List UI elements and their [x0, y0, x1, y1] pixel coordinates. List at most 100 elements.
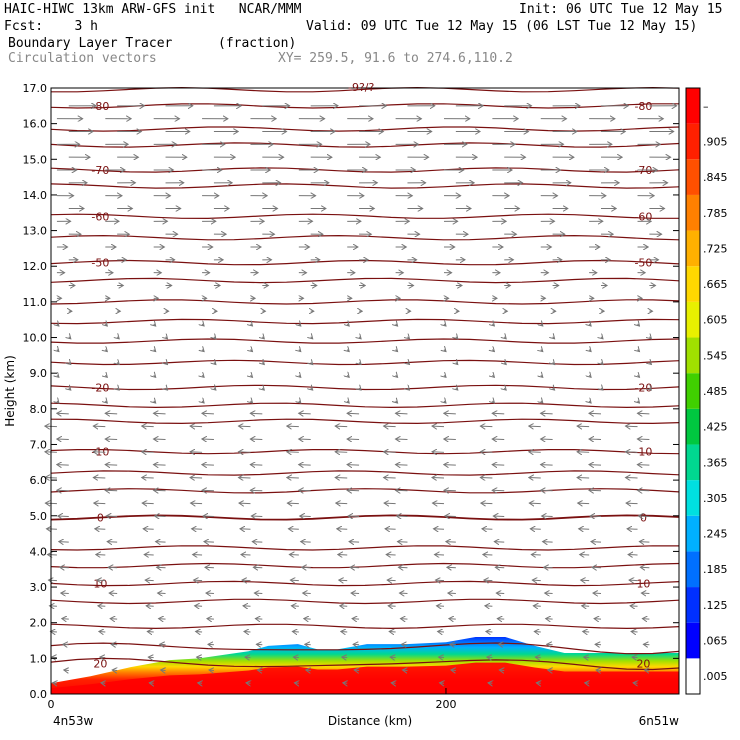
colorbar-swatch	[686, 123, 700, 160]
colorbar: .005 .065 .125 .185 .245 .305 .365 .425 .485 .545…	[685, 87, 728, 695]
colorbar-label: .305	[703, 492, 728, 505]
vector-arrow	[353, 644, 360, 645]
vector-arrow	[192, 529, 203, 530]
y-tick-label: 16.0	[23, 118, 48, 131]
contour-label: -10	[634, 446, 652, 459]
contour-line	[50, 142, 680, 148]
y-axis: 0.0 1.0 2.0 3.0 4.0 5.0 6.0 7.0 8.0 9.0 10.0 11.0 12…	[3, 82, 679, 701]
vector-arrow	[190, 452, 203, 453]
vector-arrow	[627, 529, 638, 530]
vector-arrow	[432, 452, 445, 453]
vector-arrow	[484, 580, 493, 581]
vector-arrow	[194, 580, 203, 581]
colorbar-swatch	[686, 480, 700, 516]
vector-arrow	[396, 324, 398, 326]
colorbar-swatch	[686, 587, 700, 623]
vector-arrow	[305, 644, 311, 645]
vector-arrow	[649, 337, 651, 339]
vector-arrow	[578, 503, 590, 504]
vector-arrow	[492, 324, 494, 326]
vector-arrow	[311, 362, 313, 364]
x-endpoint-left: 4n53w	[53, 714, 94, 728]
vector-arrow	[143, 529, 154, 530]
vector-arrow	[456, 362, 458, 364]
vector-arrow	[642, 619, 650, 620]
vector-arrow	[299, 490, 311, 491]
vector-arrow	[198, 683, 202, 684]
contour-line-labeled	[50, 449, 680, 455]
vector-arrow	[262, 388, 264, 390]
contour-label: -20	[91, 381, 109, 394]
vector-arrow	[494, 542, 505, 543]
vector-arrow	[541, 324, 543, 326]
vector-arrow	[449, 619, 456, 620]
vector-arrow	[529, 426, 541, 427]
vector-arrow	[447, 567, 456, 568]
vector-arrow	[299, 324, 301, 326]
vector-arrow	[492, 490, 505, 491]
contour-line	[50, 318, 680, 325]
vector-arrow	[240, 529, 251, 530]
x-axis: 0 200 Distance (km) 4n53w 6n51w	[48, 688, 679, 728]
vector-arrow	[117, 388, 119, 390]
vector-arrow	[191, 503, 203, 504]
vector-arrow	[388, 606, 396, 607]
header-title: HAIC-HIWC 13km ARW-GFS init NCAR/MMM	[4, 2, 302, 17]
vector-arrow	[108, 567, 118, 568]
vector-arrow	[601, 362, 603, 364]
vector-arrow	[584, 657, 590, 658]
vector-arrow	[359, 388, 361, 390]
vector-arrow	[637, 490, 650, 491]
vector-arrow	[391, 683, 395, 684]
vector-arrow	[253, 567, 263, 568]
vector-arrow	[287, 452, 299, 453]
colorbar-swatch	[686, 515, 700, 552]
vector-arrow	[589, 413, 602, 414]
temperature-contours: -80 -80-70 -70-60 -60-50 -50-20 -20-10 -100 010…	[50, 86, 680, 671]
vector-arrow	[492, 465, 505, 466]
vector-arrow	[444, 324, 446, 326]
colorbar-swatch	[686, 408, 700, 445]
vector-arrow	[577, 426, 590, 427]
vector-arrow	[541, 350, 543, 352]
vector-arrow	[339, 580, 348, 581]
vector-arrow	[57, 375, 59, 377]
vector-arrow	[638, 375, 640, 377]
vector-arrow	[436, 580, 445, 581]
vector-arrow	[589, 401, 591, 403]
vector-arrow	[485, 606, 493, 607]
y-axis-label: Height (km)	[3, 355, 17, 426]
colorbar-swatch	[686, 373, 700, 409]
y-tick-label: 12.0	[23, 260, 48, 273]
y-tick-label: 7.0	[30, 438, 48, 451]
colorbar-label: .665	[703, 278, 728, 291]
y-tick-label: 1.0	[30, 652, 48, 665]
vector-arrow	[57, 324, 59, 326]
contour-line-labeled	[50, 213, 679, 220]
vector-arrow	[546, 619, 553, 620]
vector-arrow	[589, 324, 591, 326]
contour-line	[50, 359, 680, 366]
vector-arrow	[638, 401, 640, 403]
vector-arrow	[444, 490, 456, 491]
colorbar-label: .125	[703, 599, 728, 612]
y-tick-label: 10.0	[23, 332, 48, 345]
vector-arrow	[385, 529, 396, 530]
vector-arrow	[497, 619, 505, 620]
colorbar-label: .725	[703, 242, 728, 255]
vector-arrow	[293, 657, 299, 658]
vector-arrow	[407, 388, 409, 390]
vector-arrow	[154, 350, 156, 352]
vector-arrow	[492, 413, 505, 414]
vector-arrow	[287, 503, 299, 504]
vector-arrow	[582, 606, 590, 607]
colorbar-label: .005	[703, 670, 728, 683]
contour-line	[50, 623, 680, 630]
vector-arrow	[401, 619, 408, 620]
vector-arrow	[148, 657, 154, 658]
vector-arrow	[117, 337, 119, 339]
vector-arrow	[142, 503, 154, 504]
vector-arrow	[299, 350, 301, 352]
vector-arrow	[335, 452, 348, 453]
vector-arrow	[553, 337, 555, 339]
